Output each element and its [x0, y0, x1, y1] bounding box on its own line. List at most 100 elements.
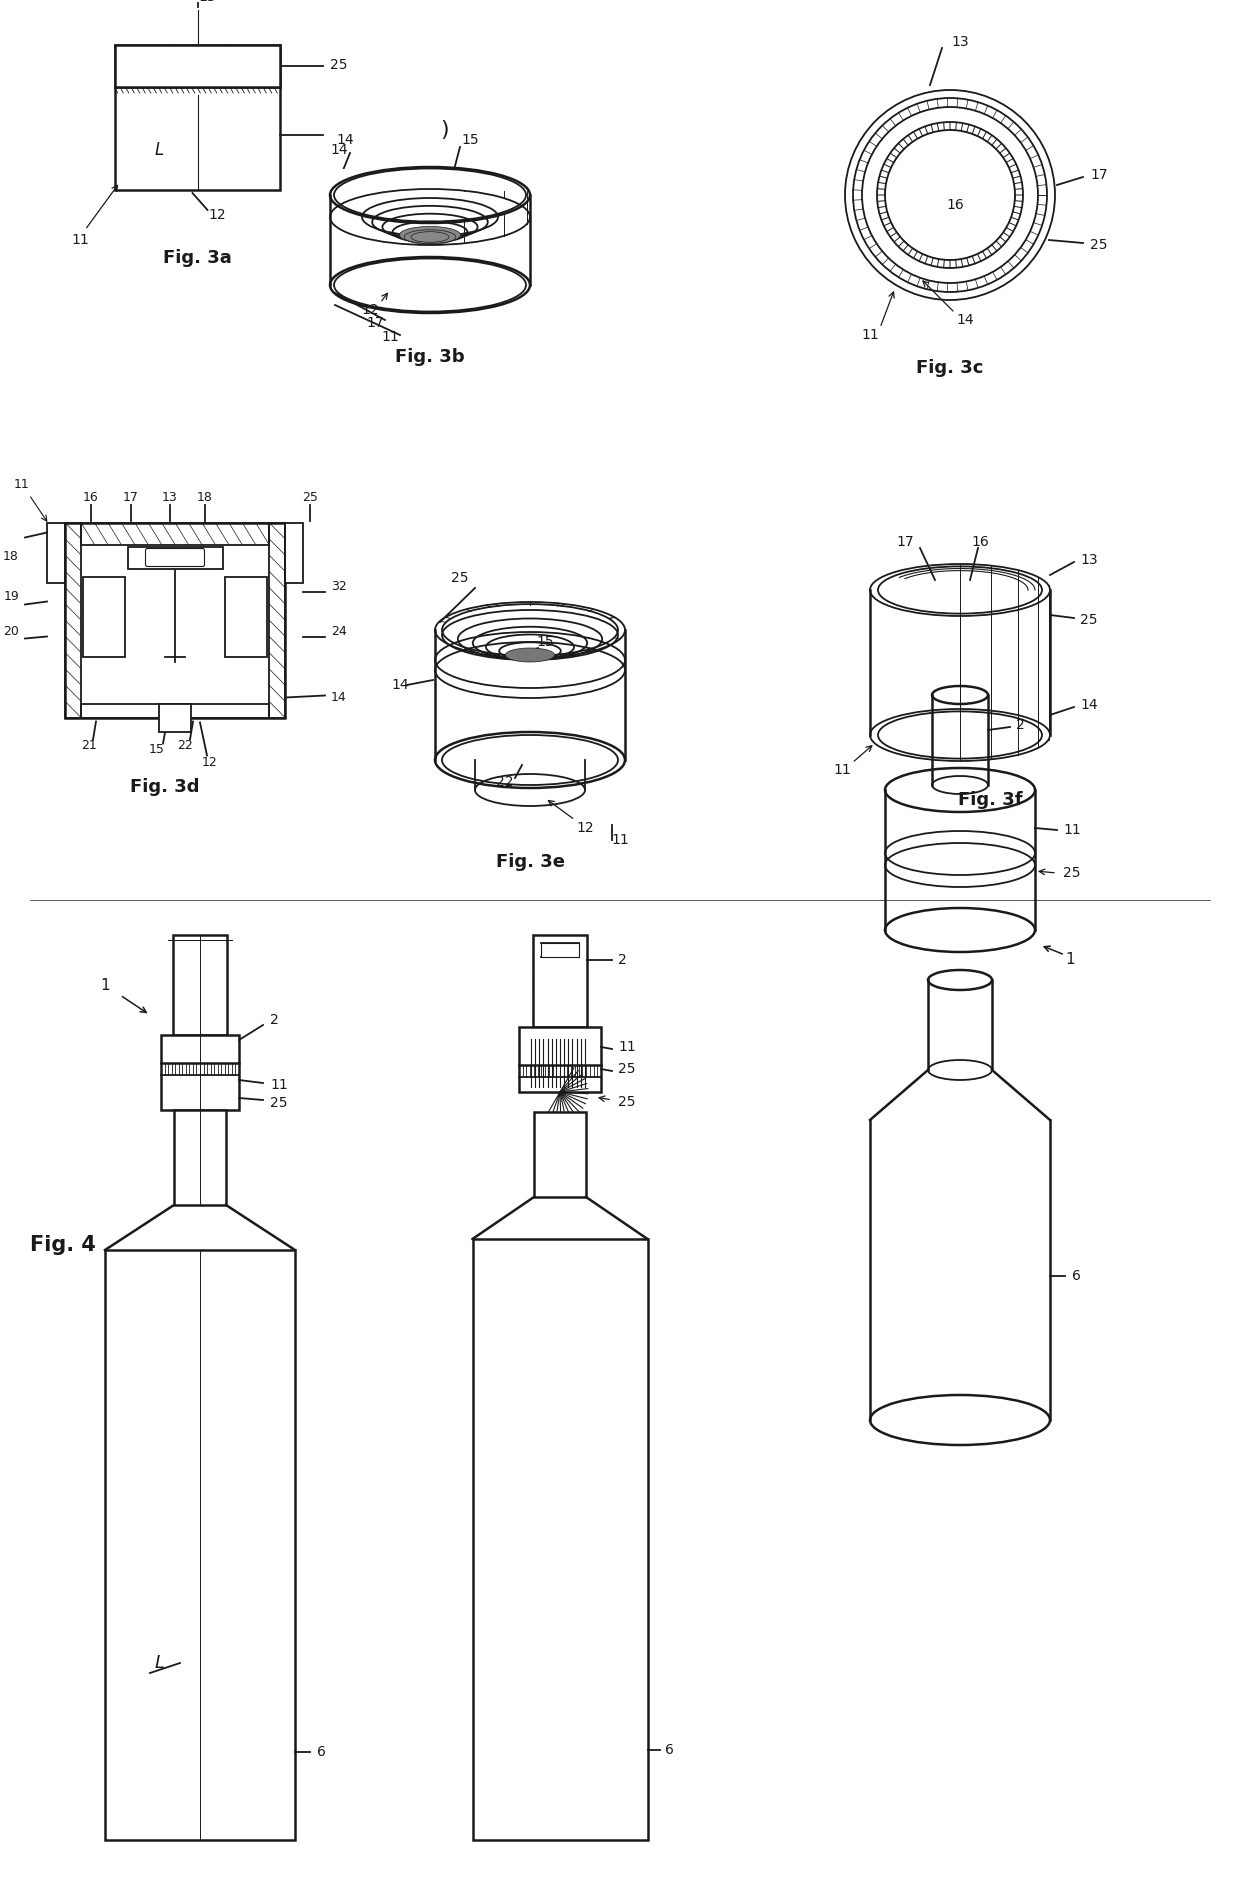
- Text: 11: 11: [861, 327, 879, 342]
- Text: 15: 15: [149, 743, 165, 756]
- Text: 6: 6: [666, 1744, 675, 1757]
- Bar: [83, 609, 125, 616]
- Text: 14: 14: [331, 690, 347, 703]
- Text: 25: 25: [270, 1097, 288, 1110]
- Bar: [534, 1112, 587, 1197]
- Text: Fig. 3b: Fig. 3b: [396, 348, 465, 367]
- Text: 2: 2: [618, 953, 626, 966]
- Text: 17: 17: [897, 535, 914, 548]
- Bar: [83, 577, 125, 656]
- Text: 22: 22: [177, 739, 193, 753]
- Text: 17: 17: [366, 316, 384, 331]
- Text: 2: 2: [270, 1014, 279, 1027]
- Bar: [105, 1250, 295, 1840]
- Text: 13: 13: [1080, 552, 1097, 567]
- FancyBboxPatch shape: [145, 548, 205, 567]
- Text: 22: 22: [496, 775, 513, 789]
- Bar: [83, 632, 125, 641]
- Bar: [115, 45, 280, 189]
- Bar: [472, 1239, 647, 1840]
- Bar: [224, 601, 267, 609]
- Text: Fig. 3f: Fig. 3f: [957, 790, 1022, 809]
- Ellipse shape: [506, 649, 554, 662]
- Bar: [224, 609, 267, 616]
- Bar: [81, 703, 269, 717]
- Bar: [83, 584, 125, 592]
- Bar: [224, 616, 267, 624]
- Bar: [128, 546, 222, 569]
- Bar: [224, 649, 267, 656]
- Text: 18: 18: [197, 492, 213, 505]
- Bar: [161, 1034, 239, 1110]
- Bar: [174, 934, 227, 1034]
- Bar: [224, 632, 267, 641]
- Text: 11: 11: [833, 762, 851, 777]
- Text: 11: 11: [270, 1078, 288, 1091]
- Text: 11: 11: [1063, 823, 1081, 838]
- Bar: [64, 522, 81, 717]
- Text: 24: 24: [331, 626, 347, 637]
- Text: 11: 11: [14, 478, 30, 492]
- Bar: [541, 944, 579, 957]
- Text: 1: 1: [1065, 953, 1075, 968]
- Text: 13: 13: [198, 0, 216, 4]
- Text: 11: 11: [381, 331, 399, 344]
- Text: 12: 12: [202, 756, 218, 770]
- Bar: [224, 592, 267, 601]
- Text: Fig. 3a: Fig. 3a: [164, 250, 232, 267]
- Text: 14: 14: [391, 679, 409, 692]
- Text: 14: 14: [1080, 698, 1097, 713]
- Text: 12: 12: [577, 821, 594, 836]
- Text: 11: 11: [71, 233, 89, 248]
- Text: 14: 14: [330, 144, 347, 157]
- Text: 25: 25: [618, 1063, 635, 1076]
- Text: 25: 25: [1090, 238, 1107, 252]
- Text: 16: 16: [83, 492, 99, 505]
- Bar: [64, 522, 285, 717]
- Text: 11: 11: [618, 1040, 636, 1053]
- Text: 19: 19: [4, 590, 19, 603]
- Text: 25: 25: [1063, 866, 1080, 879]
- Bar: [159, 703, 191, 732]
- Text: Fig. 3e: Fig. 3e: [496, 853, 564, 872]
- Text: 14: 14: [336, 132, 353, 147]
- Bar: [83, 641, 125, 649]
- Text: 15: 15: [461, 132, 479, 147]
- Bar: [47, 522, 64, 582]
- Bar: [533, 934, 587, 1027]
- Text: 15: 15: [536, 635, 554, 649]
- Text: L: L: [155, 1655, 165, 1672]
- Text: 18: 18: [4, 550, 19, 564]
- Text: 17: 17: [1090, 168, 1107, 182]
- Bar: [224, 584, 267, 592]
- Bar: [83, 616, 125, 624]
- Bar: [83, 601, 125, 609]
- Bar: [224, 641, 267, 649]
- Text: 25: 25: [330, 59, 347, 72]
- Text: 13: 13: [162, 492, 177, 505]
- Bar: [224, 624, 267, 632]
- Bar: [83, 577, 125, 584]
- Bar: [332, 168, 528, 191]
- Bar: [81, 522, 269, 545]
- Text: 32: 32: [331, 581, 347, 594]
- Text: ): ): [440, 119, 449, 140]
- Text: 12: 12: [361, 303, 378, 318]
- Text: 21: 21: [81, 739, 97, 753]
- Text: 20: 20: [4, 626, 19, 637]
- Text: 25: 25: [618, 1095, 635, 1108]
- Text: Fig. 3d: Fig. 3d: [130, 779, 200, 796]
- Bar: [224, 577, 267, 656]
- Bar: [285, 522, 303, 582]
- Bar: [224, 577, 267, 584]
- Text: 17: 17: [123, 492, 139, 505]
- Text: 25: 25: [451, 571, 469, 584]
- Text: 14: 14: [956, 314, 973, 327]
- Text: 1: 1: [100, 978, 110, 993]
- Text: 6: 6: [1073, 1269, 1081, 1282]
- Text: 6: 6: [317, 1745, 326, 1759]
- Text: 16: 16: [971, 535, 988, 548]
- Bar: [83, 649, 125, 656]
- Bar: [115, 45, 280, 87]
- Text: Fig. 3c: Fig. 3c: [916, 359, 983, 376]
